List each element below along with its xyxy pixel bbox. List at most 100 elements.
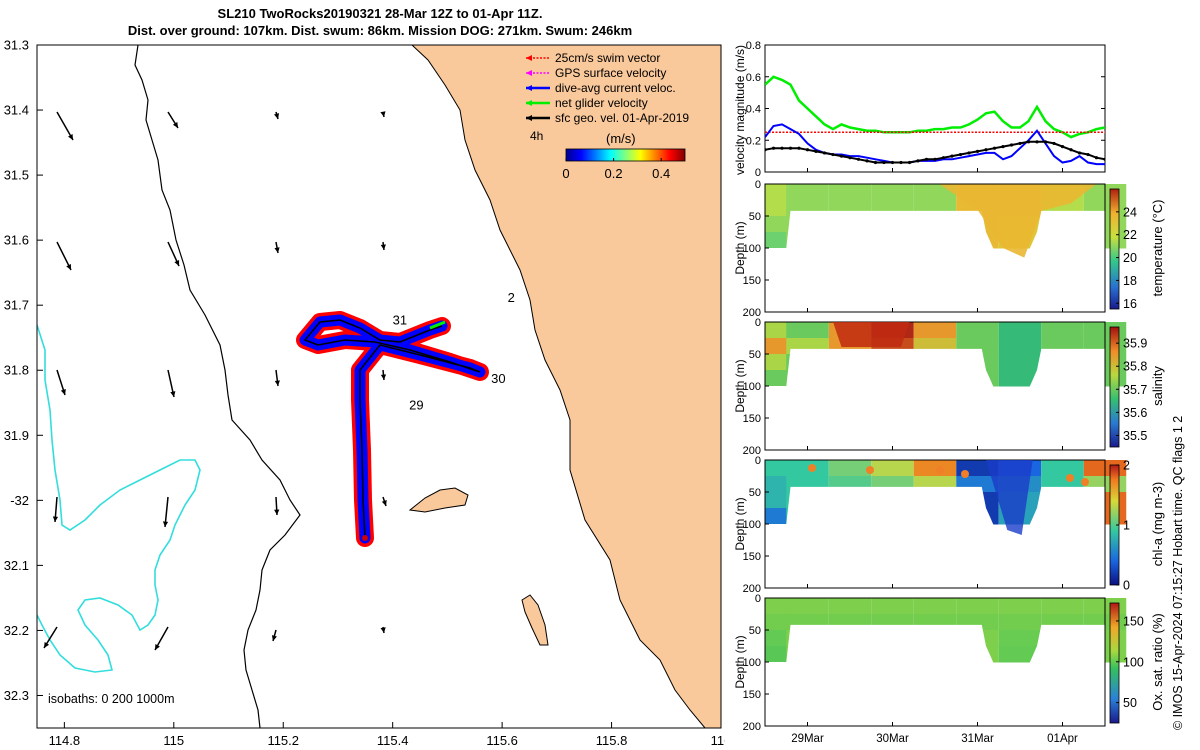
day-label: 31: [393, 313, 407, 328]
section-cell: [786, 322, 829, 339]
sfc-geo-arrowhead: [274, 380, 280, 386]
velocity-y-axis: 0 0.2 0.4 0.6 0.8: [746, 40, 1105, 179]
lon-tick-label: 115: [163, 733, 184, 748]
chl-a-patch: [808, 464, 816, 472]
colorbar-tick-label: 16: [1123, 297, 1137, 311]
legend-label: sfc geo. vel. 01-Apr-2019: [555, 111, 689, 125]
depth-axis-label: Depth (m): [733, 359, 747, 412]
sfc-geo-point: [865, 159, 869, 163]
lat-tick-label: 32.1: [4, 558, 29, 573]
section-cell: [786, 184, 829, 201]
section-cell: [871, 598, 914, 615]
chl-a-patch: [1081, 478, 1089, 486]
sfc-geo-point: [1026, 140, 1031, 144]
depth-tick-label: 150: [743, 275, 761, 287]
chl-a-patch: [961, 470, 969, 478]
section-panel-3: 0 50 100 150 200 Depth (m) 0 1 2 chl-a (mg m-3): [733, 455, 1165, 595]
colorbar-tick-label: 18: [1123, 274, 1137, 288]
sfc-geo-arrowhead: [52, 516, 59, 522]
section-cell: [956, 598, 999, 615]
sfc-geo-point: [950, 154, 954, 158]
lon-tick-label: 115.4: [377, 733, 409, 748]
depth-tick-label: 0: [755, 179, 761, 191]
section-panel-2: 0 50 100 150 200 Depth (m) 35.5 35.6 35.7 35.8 35.…: [733, 317, 1165, 457]
section-variable-label: Ox. sat. ratio (%): [1150, 613, 1165, 711]
time-axis: 29Mar 30Mar 31Mar 01Apr: [791, 168, 1078, 745]
section-variable-label: salinity: [1150, 366, 1165, 406]
section-panel-1: 0 50 100 150 200 Depth (m) 16 18 20 22 24 temperatu…: [733, 179, 1165, 319]
lat-tick-label: 31.8: [4, 363, 29, 378]
section-cell: [998, 322, 1042, 339]
depth-tick-label: 50: [749, 487, 761, 499]
section-variable-label: chl-a (mg m-3): [1150, 482, 1165, 567]
colorbar-title: (m/s): [606, 131, 636, 146]
depth-tick-label: 0: [755, 593, 761, 605]
section-cell: [1041, 322, 1084, 339]
section-variable-label: temperature (°C): [1150, 200, 1165, 297]
depth-tick-label: 100: [743, 657, 761, 669]
chl-a-patch: [936, 466, 944, 474]
legend-arrowhead: [526, 85, 532, 91]
sfc-geo-point: [831, 152, 835, 157]
colorbar-tick-label: 35.5: [1123, 429, 1147, 443]
sfc-geo-point: [771, 146, 776, 150]
day-labels: 29 30 31 2: [393, 290, 515, 412]
section-cell: [913, 322, 957, 339]
chl-a-high-patches: [808, 464, 1089, 486]
section-cell: [828, 460, 872, 477]
lat-tick-label: 32.2: [4, 623, 29, 638]
section-cell: [913, 460, 957, 477]
section-below-data-mask: [765, 486, 1105, 588]
sfc-geo-point: [814, 149, 818, 153]
colorbar-tick-label: 0: [1123, 579, 1130, 593]
section-colorbar: [1109, 602, 1120, 724]
lat-tick-label: 31.9: [4, 428, 29, 443]
colorbar-tick-label: 2: [1123, 459, 1130, 473]
latitude-axis: 31.3 31.4 31.5 31.6 31.7 31.8 31.9 -32 32.1 32.2 3…: [4, 38, 43, 703]
colorbar-tick-label: 35.7: [1123, 383, 1147, 397]
lat-tick-label: -32: [10, 493, 29, 508]
velocity-tick-label: 0.6: [746, 72, 761, 84]
depth-axis-label: Depth (m): [733, 635, 747, 688]
section-below-data-mask: [765, 624, 1105, 726]
depth-axis-label: Depth (m): [733, 221, 747, 274]
sfc-geo-point: [839, 154, 844, 158]
isobath-200m: [134, 45, 301, 728]
chart-title-line-1: SL210 TwoRocks20190321 28-Mar 12Z to 01-…: [217, 6, 543, 21]
colorbar-tick-label: 35.9: [1123, 337, 1147, 351]
lat-tick-label: 31.7: [4, 298, 29, 313]
sfc-geo-point: [941, 156, 946, 160]
sfc-geo-arrowhead: [380, 627, 386, 633]
time-tick-label: 29Mar: [791, 733, 824, 745]
net-velocity-vector: [429, 320, 446, 330]
depth-tick-label: 50: [749, 349, 761, 361]
section-cell: [1041, 598, 1084, 615]
velocity-tick-label: 0.4: [746, 104, 761, 116]
sfc-geo-point: [1035, 140, 1039, 144]
rottnest-island: [408, 487, 469, 513]
depth-tick-label: 50: [749, 211, 761, 223]
time-series-panels[interactable]: 0 0.2 0.4 0.6 0.8 velocity magnitude (m/s) 0…: [725, 0, 1200, 750]
sfc-geo-point: [805, 148, 810, 152]
sfc-geo-point: [933, 157, 937, 161]
chart-title-line-2: Dist. over ground: 107km. Dist. swum: 86…: [127, 23, 633, 38]
legend-arrowhead: [526, 100, 532, 106]
depth-tick-label: 150: [743, 551, 761, 563]
chl-a-patch: [866, 466, 874, 474]
velocity-series: [765, 75, 1105, 166]
section-cell: [871, 184, 914, 201]
sfc-geo-arrowhead: [274, 509, 280, 515]
land-area: [411, 45, 721, 728]
section-colorbar: [1109, 188, 1120, 310]
sfc-geo-point: [907, 160, 912, 165]
section-cell: [956, 322, 999, 339]
sfc-geo-arrowhead: [162, 521, 169, 527]
sfc-geo-point: [765, 148, 767, 152]
sfc-geo-point: [890, 160, 895, 165]
isobath-1000m: [37, 324, 201, 673]
time-marker-label: 4h: [530, 129, 543, 143]
depth-tick-label: 200: [743, 583, 761, 595]
sfc-geo-arrowhead: [274, 247, 280, 253]
